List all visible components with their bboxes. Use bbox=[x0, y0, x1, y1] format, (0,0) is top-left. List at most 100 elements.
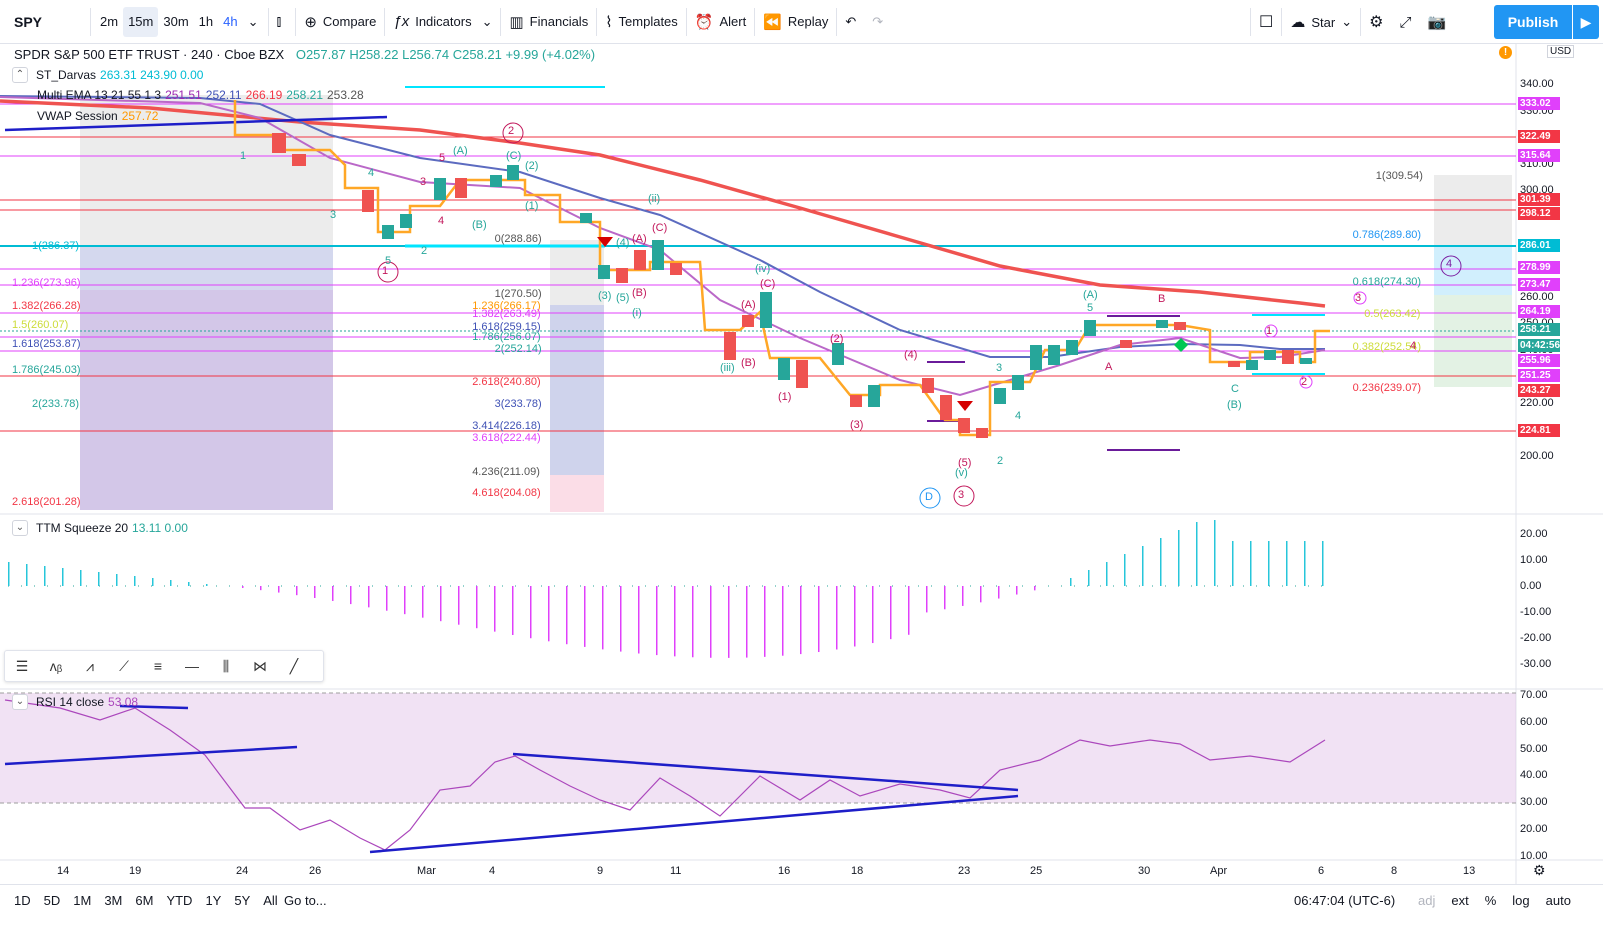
pattern-icon[interactable]: ⋈ bbox=[253, 657, 267, 674]
scale-option-log[interactable]: log bbox=[1512, 893, 1530, 908]
candle bbox=[994, 388, 1006, 404]
interval-2m[interactable]: 2m bbox=[100, 14, 119, 29]
vwap-legend[interactable]: VWAP Session 257.72 bbox=[37, 109, 158, 123]
candle bbox=[670, 263, 682, 275]
ttm-bar bbox=[422, 586, 424, 618]
ttm-bar bbox=[782, 586, 784, 656]
publish-button[interactable]: Publish bbox=[1494, 5, 1572, 39]
darvas-legend[interactable]: ⌃ ST_Darvas 263.31 243.90 0.00 bbox=[12, 67, 203, 83]
indicators-button[interactable]: ƒx Indicators ⌄ bbox=[385, 0, 500, 44]
candle bbox=[1246, 360, 1258, 370]
horizontal-line-icon[interactable]: — bbox=[185, 658, 199, 674]
interval-1h[interactable]: 1h bbox=[198, 14, 214, 29]
candle bbox=[616, 268, 628, 283]
financials-button[interactable]: ▥ Financials bbox=[501, 0, 596, 44]
wave-label: 3 bbox=[996, 362, 1003, 374]
ttm-bar bbox=[98, 572, 100, 586]
ttm-bar bbox=[890, 586, 892, 640]
undo-button[interactable]: ↶ bbox=[837, 0, 864, 44]
currency-label[interactable]: USD bbox=[1547, 45, 1575, 58]
wave-label: (2) bbox=[830, 333, 844, 345]
fib-label: 3.414(226.18) bbox=[472, 420, 541, 432]
wave-label: (v) bbox=[955, 467, 968, 479]
wave-label: 4 bbox=[438, 215, 445, 227]
replay-button[interactable]: ⏪ Replay bbox=[755, 0, 836, 44]
time-tick: 4 bbox=[489, 865, 496, 877]
fib-zone bbox=[80, 290, 333, 510]
rsi-trendline bbox=[119, 704, 189, 710]
abc-pattern-icon[interactable]: ᴧᵦ bbox=[49, 658, 63, 674]
layout-button[interactable]: ☐ bbox=[1251, 0, 1281, 44]
price-step-line bbox=[233, 100, 1330, 437]
scale-option-percent[interactable]: % bbox=[1484, 893, 1497, 908]
play-icon[interactable]: ▶ bbox=[1573, 5, 1599, 39]
collapse-icon[interactable]: ⌃ bbox=[12, 67, 28, 83]
wave-label: (A) bbox=[1083, 289, 1098, 301]
range-ytd[interactable]: YTD bbox=[166, 893, 193, 908]
candle bbox=[1228, 361, 1240, 367]
ema-legend[interactable]: Multi EMA 13 21 55 1 3 251.51 252.11 266… bbox=[37, 88, 364, 102]
line-tool-icon[interactable]: ╱ bbox=[289, 657, 299, 674]
chart-canvas[interactable] bbox=[0, 44, 1603, 884]
interval-30m[interactable]: 30m bbox=[163, 14, 189, 29]
ttm-bar bbox=[62, 568, 64, 586]
trend-angle-icon[interactable]: ⟋ bbox=[119, 657, 129, 674]
warning-icon[interactable]: ! bbox=[1499, 46, 1512, 59]
wave-circles bbox=[377, 122, 1462, 509]
ttm-bar bbox=[980, 586, 982, 603]
sell-arrow-icon bbox=[957, 401, 973, 411]
rsi-tick: 20.00 bbox=[1520, 823, 1548, 835]
wave-label: (B) bbox=[1227, 399, 1242, 411]
redo-button[interactable]: ↷ bbox=[864, 0, 891, 44]
rsi-legend[interactable]: ⌄ RSI 14 close 53.08 bbox=[12, 694, 138, 710]
ttm-bar bbox=[1034, 586, 1036, 591]
settings-button[interactable]: ⚙ bbox=[1361, 0, 1391, 44]
candle bbox=[1012, 375, 1024, 390]
symbol-description: SPDR S&P 500 ETF TRUST · 240 · Cboe BZX bbox=[14, 47, 285, 62]
scale-option-ext[interactable]: ext bbox=[1451, 893, 1469, 908]
range-1d[interactable]: 1D bbox=[14, 893, 31, 908]
elliott-wave-icon[interactable]: ⩘ bbox=[86, 657, 94, 674]
collapse-icon[interactable]: ⌄ bbox=[12, 520, 28, 536]
scale-option-auto[interactable]: auto bbox=[1545, 893, 1571, 908]
indicators-label: Indicators bbox=[415, 14, 472, 29]
range-all[interactable]: All bbox=[263, 893, 278, 908]
ttm-legend[interactable]: ⌄ TTM Squeeze 20 13.11 0.00 bbox=[12, 520, 188, 536]
parallel-lines-icon[interactable]: ☰ bbox=[15, 657, 29, 674]
candle bbox=[1300, 358, 1312, 364]
chart-type-button[interactable]: ⫾ bbox=[269, 0, 296, 44]
wave-label: (5) bbox=[616, 292, 630, 304]
scale-option-adj[interactable]: adj bbox=[1418, 893, 1436, 908]
range-1m[interactable]: 1M bbox=[73, 893, 92, 908]
collapse-icon[interactable]: ⌄ bbox=[12, 694, 28, 710]
fib-label: 4.618(204.08) bbox=[472, 487, 541, 499]
range-3m[interactable]: 3M bbox=[104, 893, 123, 908]
goto-button[interactable]: Go to... bbox=[284, 893, 327, 908]
candle bbox=[1282, 350, 1294, 364]
snapshot-button[interactable]: 📷 bbox=[1419, 0, 1454, 44]
alert-button[interactable]: ⏰ Alert bbox=[687, 0, 754, 44]
divider bbox=[500, 7, 502, 36]
range-1y[interactable]: 1Y bbox=[205, 893, 222, 908]
fullscreen-button[interactable]: ⤢ bbox=[1391, 0, 1419, 44]
ttm-bar bbox=[926, 586, 928, 613]
range-5y[interactable]: 5Y bbox=[234, 893, 251, 908]
range-6m[interactable]: 6M bbox=[135, 893, 154, 908]
fib-retracement-icon[interactable]: ≡ bbox=[153, 658, 163, 674]
star-button[interactable]: ☁ Star ⌄ bbox=[1282, 0, 1360, 44]
wave-label: (5) bbox=[958, 457, 972, 469]
vertical-lines-icon[interactable]: ⫼ bbox=[222, 657, 230, 674]
ema-value: 251.51 bbox=[165, 88, 202, 102]
trendline bbox=[4, 115, 388, 132]
candle bbox=[652, 240, 664, 270]
chevron-down-icon[interactable]: ⌄ bbox=[247, 13, 259, 29]
divider bbox=[1281, 8, 1283, 36]
compare-button[interactable]: ⊕ Compare bbox=[296, 0, 384, 44]
candle bbox=[580, 213, 592, 223]
templates-button[interactable]: ⌇ Templates bbox=[597, 0, 686, 44]
symbol-search[interactable]: SPY bbox=[14, 13, 43, 30]
interval-15m[interactable]: 15m bbox=[123, 6, 159, 37]
interval-4h[interactable]: 4h bbox=[223, 14, 238, 29]
alarm-clock-icon: ⏰ bbox=[694, 13, 714, 31]
range-5d[interactable]: 5D bbox=[43, 893, 61, 908]
